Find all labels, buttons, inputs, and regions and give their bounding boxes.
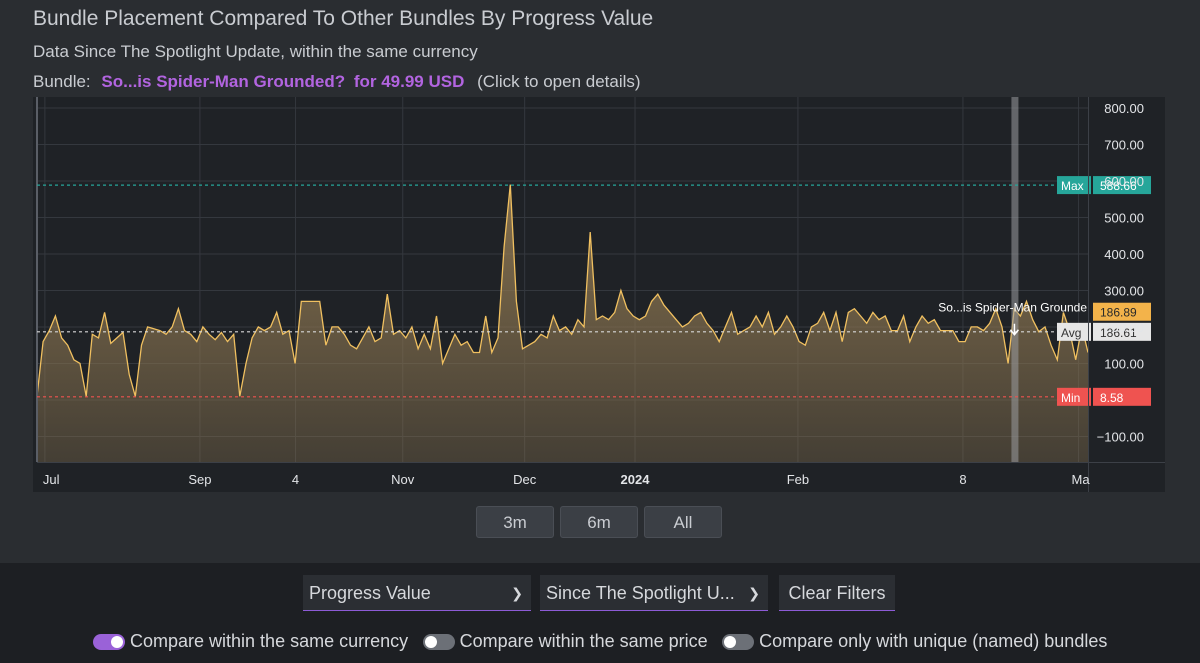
bundle-prefix: Bundle: (33, 72, 91, 91)
x-tick-label: Jul (43, 472, 60, 487)
y-tick-label: −100.00 (1097, 429, 1144, 444)
y-tick-label: 400.00 (1104, 247, 1144, 262)
reference-name-label: Avg (1061, 326, 1081, 340)
reference-value-box (1093, 387, 1151, 406)
toggle-label: Compare only with unique (named) bundles (759, 631, 1108, 651)
toggle-switch[interactable] (93, 633, 125, 650)
metric-select[interactable]: Progress Value ❯ (303, 575, 531, 611)
y-tick-label: 800.00 (1104, 101, 1144, 116)
filter-footer: Progress Value ❯ Since The Spotlight U..… (0, 563, 1200, 663)
current-marker-arrow (1009, 323, 1020, 336)
x-tick-label: Feb (787, 472, 809, 487)
range-selector: 3m 6m All (0, 506, 1200, 538)
reference-value-label: 186.61 (1100, 326, 1137, 340)
progress-value-chart[interactable]: 588.66 Max 8.58 Min 186.61 Avg So...is Spider-… (33, 97, 1165, 492)
toggle-switch[interactable] (722, 633, 755, 650)
chart-area[interactable]: 588.66 Max 8.58 Min 186.61 Avg So...is Spider-… (33, 97, 1165, 492)
crosshair-band (1011, 97, 1019, 462)
metric-select-value: Progress Value (309, 583, 431, 603)
x-tick-label: 2024 (621, 472, 651, 487)
reference-value-label: 8.58 (1100, 391, 1124, 405)
current-value-box (1093, 302, 1151, 321)
series-area (37, 184, 1088, 462)
reference-value-box (1093, 176, 1151, 195)
y-tick-label: 300.00 (1104, 283, 1144, 298)
y-tick-label: 700.00 (1104, 137, 1144, 152)
range-3m-button[interactable]: 3m (476, 506, 554, 538)
chart-title: Bundle Placement Compared To Other Bundl… (33, 7, 654, 30)
bundle-price: for 49.99 USD (353, 72, 465, 91)
x-tick-label: 4 (292, 472, 299, 487)
toggle-switch[interactable] (422, 633, 455, 650)
reference-value-box (1093, 322, 1151, 341)
x-tick-label: Nov (391, 472, 415, 487)
chevron-down-icon: ❯ (511, 585, 523, 601)
toggle-same-price[interactable]: Compare within the same price (422, 631, 708, 652)
current-bundle-label: So...is Spider-Man Grounde (938, 301, 1087, 315)
x-tick-label: Sep (188, 472, 211, 487)
bundle-name-link[interactable]: So...is Spider-Man Grounded? (101, 72, 346, 91)
toggle-same-currency[interactable]: Compare within the same currency (93, 631, 408, 652)
reference-value-label: 588.66 (1100, 179, 1137, 193)
period-select-value: Since The Spotlight U... (546, 583, 735, 603)
left-edge (36, 97, 38, 462)
series-line (36, 184, 1089, 397)
clear-filters-button[interactable]: Clear Filters (779, 575, 895, 611)
y-tick-label: 600.00 (1104, 174, 1144, 189)
y-tick-label: 100.00 (1104, 356, 1144, 371)
current-value-label: 186.89 (1100, 306, 1137, 320)
range-all-button[interactable]: All (644, 506, 722, 538)
period-select[interactable]: Since The Spotlight U... ❯ (540, 575, 768, 611)
chart-series (36, 97, 1089, 462)
chart-subtitle: Data Since The Spotlight Update, within … (33, 42, 478, 61)
toggle-row: Compare within the same currency Compare… (93, 631, 1117, 655)
y-tick-label: 500.00 (1104, 210, 1144, 225)
reference-name-box (1057, 176, 1091, 195)
bundle-line: Bundle: So...is Spider-Man Grounded? for… (33, 72, 641, 92)
toggle-unique-bundles[interactable]: Compare only with unique (named) bundles (722, 631, 1107, 652)
reference-name-label: Max (1061, 179, 1084, 193)
chevron-down-icon: ❯ (748, 585, 760, 601)
reference-lines: 588.66 Max 8.58 Min 186.61 Avg So...is Spider-… (37, 176, 1151, 406)
x-tick-label: Dec (513, 472, 537, 487)
reference-name-box (1057, 322, 1091, 341)
chart-axes: 800.00 700.00 600.00 500.00 400.00 300.00 200.… (37, 97, 1165, 492)
x-tick-label: 8 (959, 472, 966, 487)
x-tick-label: Ma (1072, 472, 1091, 487)
toggle-label: Compare within the same currency (130, 631, 409, 651)
reference-name-label: Min (1061, 391, 1080, 405)
bundle-details-hint: (Click to open details) (477, 72, 641, 91)
range-6m-button[interactable]: 6m (560, 506, 638, 538)
toggle-label: Compare within the same price (459, 631, 708, 651)
y-tick-label: 200.00 (1104, 320, 1144, 335)
reference-name-box (1057, 387, 1091, 406)
